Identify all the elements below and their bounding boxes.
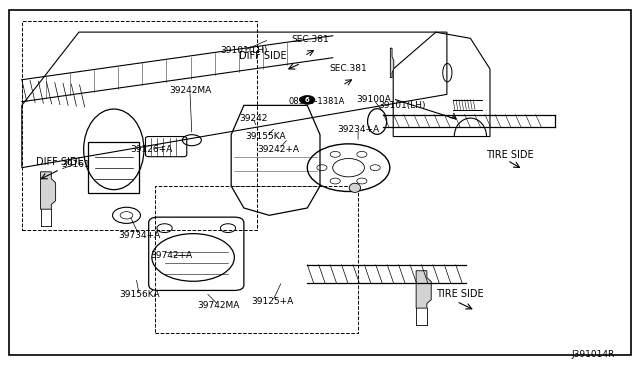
Text: 39242MA: 39242MA (169, 86, 211, 95)
Polygon shape (416, 271, 431, 308)
Polygon shape (40, 172, 56, 209)
Text: SEC.381: SEC.381 (330, 64, 367, 73)
Text: 6: 6 (305, 97, 310, 103)
Text: 39742+A: 39742+A (150, 251, 192, 260)
Text: 39101(LH): 39101(LH) (379, 101, 426, 110)
Text: TIRE SIDE: TIRE SIDE (486, 150, 534, 160)
Text: DIFF SIDE: DIFF SIDE (239, 51, 287, 61)
Text: J391014R: J391014R (571, 350, 614, 359)
Text: 39101(LH): 39101(LH) (220, 46, 268, 55)
Text: 39161: 39161 (61, 160, 90, 169)
Text: 39156KA: 39156KA (119, 289, 159, 299)
Circle shape (300, 96, 315, 104)
Text: 39126+A: 39126+A (131, 145, 173, 154)
Text: 08915-1381A: 08915-1381A (289, 97, 345, 106)
Text: 39242+A: 39242+A (258, 145, 300, 154)
Polygon shape (390, 48, 394, 78)
Text: 39125+A: 39125+A (252, 297, 294, 306)
Text: 39242: 39242 (239, 114, 268, 123)
Text: 39234+A: 39234+A (337, 125, 379, 134)
Text: 39100A: 39100A (356, 95, 392, 105)
FancyBboxPatch shape (9, 10, 631, 355)
Ellipse shape (349, 183, 360, 192)
Text: 39734+A: 39734+A (118, 231, 160, 240)
Text: TIRE SIDE: TIRE SIDE (436, 289, 483, 299)
Text: SEC.381: SEC.381 (292, 35, 330, 44)
Text: DIFF SIDE: DIFF SIDE (36, 157, 84, 167)
Text: 39742MA: 39742MA (197, 301, 239, 310)
Text: 39155KA: 39155KA (246, 132, 286, 141)
